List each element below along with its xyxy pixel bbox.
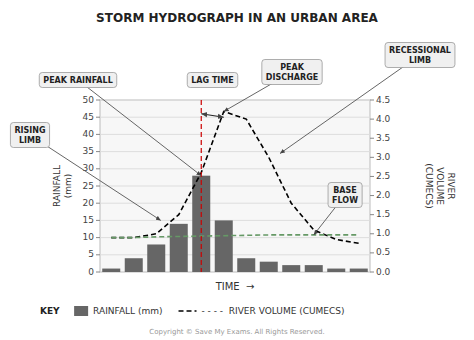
tick-label: 0.5 [376, 247, 390, 257]
grid-line [100, 237, 370, 238]
annotation: PEAK RAINFALL [43, 76, 112, 85]
bar [282, 265, 300, 272]
annotation-arrow [201, 114, 224, 117]
bar [305, 265, 323, 272]
legend-label: - - - - RIVER VOLUME (CUMECS) [202, 306, 345, 316]
tick-label: 3.5 [376, 133, 390, 143]
annotation: RISINGLIMB [14, 126, 45, 145]
bar [125, 258, 143, 272]
annotation-box [187, 73, 238, 88]
annotation-box [328, 183, 362, 208]
tick-mark [96, 151, 100, 152]
tick-mark [96, 254, 100, 255]
tick-label: 15 [83, 215, 94, 225]
tick-mark [96, 272, 100, 273]
tick-label: 5 [88, 249, 94, 259]
tick-label: 25 [83, 181, 94, 191]
tick-mark [96, 134, 100, 135]
tick-mark [370, 214, 374, 215]
legend-swatch [179, 310, 197, 312]
bar [260, 262, 278, 272]
tick-label: 3.0 [376, 152, 391, 162]
tick-label: 1.0 [376, 228, 391, 238]
line [111, 111, 359, 243]
annotation-box [10, 123, 49, 148]
tick-mark [370, 157, 374, 158]
tick-label: 10 [83, 232, 95, 242]
tick-label: 45 [83, 112, 94, 122]
annotation-arrow [280, 55, 420, 154]
tick-label: 1.5 [376, 209, 390, 219]
annotation-box [385, 43, 455, 68]
annotation: PEAKDISCHARGE [266, 63, 318, 82]
tick-mark [96, 117, 100, 118]
bar [147, 244, 165, 272]
tick-mark [370, 176, 374, 177]
grid-line [100, 134, 370, 135]
axis-label: TIME → [215, 281, 255, 292]
plot-area [100, 100, 370, 272]
grid-line [100, 117, 370, 118]
tick-mark [96, 220, 100, 221]
tick-mark [370, 119, 374, 120]
annotation-box [262, 60, 322, 85]
annotation-arrow [78, 80, 201, 176]
tick-mark [96, 168, 100, 169]
grid-line [100, 100, 370, 101]
legend-label: RAINFALL (mm) [93, 306, 162, 316]
tick-mark [370, 233, 374, 234]
annotation: LAG TIME [191, 76, 234, 85]
bar [102, 269, 120, 272]
tick-label: 4.5 [376, 95, 390, 105]
bar [170, 224, 188, 272]
tick-label: 2.0 [376, 190, 391, 200]
tick-mark [96, 100, 100, 101]
tick-label: 50 [83, 95, 95, 105]
title: STORM HYDROGRAPH IN AN URBAN AREA [96, 11, 378, 25]
line [111, 235, 359, 238]
tick-mark [370, 272, 374, 273]
footnote: Copyright © Save My Exams. All Rights Re… [149, 328, 324, 336]
tick-label: 35 [83, 146, 94, 156]
tick-mark [96, 237, 100, 238]
tick-label: 4.0 [376, 114, 391, 124]
tick-label: 0 [88, 267, 94, 277]
tick-mark [370, 252, 374, 253]
tick-mark [96, 203, 100, 204]
tick-label: 40 [83, 129, 95, 139]
tick-label: 20 [83, 198, 95, 208]
axis-label: RAINFALL(mm) [51, 165, 72, 207]
grid-line [100, 220, 370, 221]
bar [237, 258, 255, 272]
axis-label: RIVERVOLUME(CUMECS) [425, 163, 457, 208]
tick-mark [370, 138, 374, 139]
annotation: BASEFLOW [332, 186, 358, 205]
annotation: RECESSIONALLIMB [389, 46, 451, 65]
tick-label: 30 [83, 163, 95, 173]
bar [327, 269, 345, 272]
legend-swatch [74, 306, 88, 316]
tick-mark [370, 100, 374, 101]
tick-mark [96, 186, 100, 187]
annotation-box [39, 73, 116, 88]
grid-line [100, 168, 370, 169]
legend-title: KEY [40, 306, 60, 316]
tick-mark [370, 195, 374, 196]
bar [215, 220, 233, 272]
grid-line [100, 151, 370, 152]
grid-line [100, 254, 370, 255]
chart: STORM HYDROGRAPH IN AN URBAN AREA 0 5 10 15 2… [0, 0, 474, 340]
reference-line [201, 100, 202, 272]
annotation-arrow [30, 135, 161, 220]
bar [350, 269, 368, 272]
tick-label: 0.0 [376, 267, 391, 277]
tick-label: 2.5 [376, 171, 390, 181]
